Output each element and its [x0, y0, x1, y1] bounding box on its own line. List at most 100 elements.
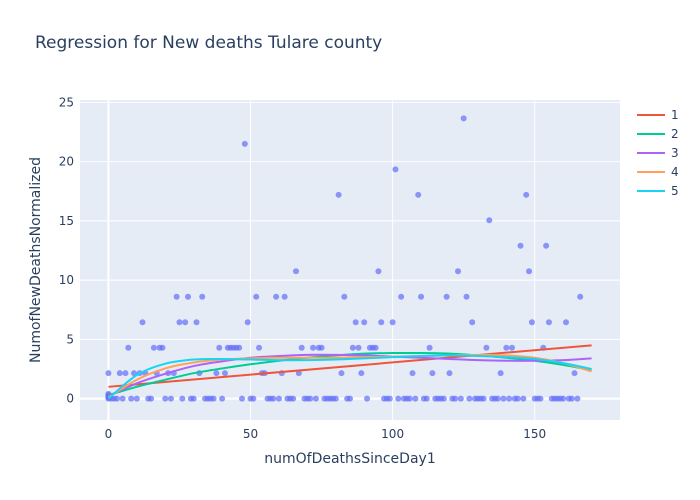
y-tick-label: 5 — [66, 332, 74, 346]
plot-background — [80, 100, 620, 420]
data-point — [443, 293, 450, 300]
data-point — [469, 319, 476, 326]
data-point — [389, 319, 396, 326]
data-point — [116, 370, 123, 377]
data-point — [571, 370, 578, 377]
data-point — [372, 344, 379, 351]
data-point — [523, 191, 530, 198]
data-point — [307, 395, 314, 402]
y-tick-label: 25 — [59, 95, 74, 109]
data-point — [190, 395, 197, 402]
data-point — [526, 268, 533, 275]
data-point — [426, 344, 433, 351]
data-point — [423, 395, 430, 402]
y-tick-label: 10 — [59, 273, 74, 287]
data-point — [113, 395, 120, 402]
legend-label-4[interactable]: 4 — [671, 165, 679, 179]
data-point — [418, 293, 425, 300]
data-point — [167, 395, 174, 402]
legend-label-5[interactable]: 5 — [671, 184, 679, 198]
data-point — [483, 344, 490, 351]
legend-label-3[interactable]: 3 — [671, 146, 679, 160]
data-point — [312, 395, 319, 402]
data-point — [338, 370, 345, 377]
data-point — [176, 319, 183, 326]
data-point — [182, 319, 189, 326]
data-point — [236, 344, 243, 351]
data-point — [122, 370, 129, 377]
data-point — [290, 395, 297, 402]
data-point — [341, 293, 348, 300]
data-point — [528, 319, 535, 326]
data-point — [520, 395, 527, 402]
data-point — [335, 191, 342, 198]
y-axis-ticks: 0 5 10 15 20 25 — [59, 95, 74, 405]
data-point — [506, 395, 513, 402]
data-point — [179, 395, 186, 402]
data-point — [577, 293, 584, 300]
data-point — [293, 268, 299, 275]
data-point — [355, 344, 362, 351]
data-point — [128, 395, 135, 402]
data-point — [466, 395, 473, 402]
data-point — [216, 344, 223, 351]
data-point — [409, 370, 416, 377]
data-point — [273, 293, 280, 300]
legend-label-1[interactable]: 1 — [671, 108, 679, 122]
data-point — [375, 268, 382, 275]
data-point — [139, 319, 146, 326]
data-point — [412, 395, 419, 402]
regression-line-5 — [107, 354, 592, 400]
data-point — [503, 344, 510, 351]
data-point — [500, 395, 507, 402]
data-point — [210, 395, 217, 402]
x-axis-ticks: 0 50 100 150 — [105, 427, 547, 441]
y-tick-label: 20 — [59, 155, 74, 169]
data-point — [199, 293, 206, 300]
data-point — [256, 344, 263, 351]
data-point — [568, 395, 575, 402]
data-point — [281, 293, 288, 300]
y-tick-label: 15 — [59, 214, 74, 228]
data-point — [514, 395, 521, 402]
data-point — [460, 115, 467, 122]
data-point — [133, 395, 140, 402]
data-point — [429, 370, 436, 377]
data-point — [125, 344, 132, 351]
data-point — [440, 395, 447, 402]
data-point — [332, 395, 339, 402]
data-point — [213, 370, 220, 377]
data-point — [545, 319, 552, 326]
data-point — [537, 395, 544, 402]
data-point — [148, 395, 155, 402]
gridlines — [80, 100, 620, 420]
regression-line-1 — [108, 344, 592, 388]
regression-line-4 — [107, 353, 592, 399]
data-point — [275, 395, 282, 402]
data-point — [185, 293, 191, 300]
data-point — [517, 242, 524, 249]
data-point — [193, 319, 200, 326]
data-point — [239, 395, 245, 402]
data-point — [497, 370, 504, 377]
legend[interactable]: 1 2 3 4 5 — [637, 108, 679, 198]
data-point — [406, 395, 413, 402]
data-point — [415, 191, 422, 198]
data-point — [295, 370, 302, 377]
data-point — [119, 395, 126, 402]
data-point — [270, 395, 277, 402]
legend-label-2[interactable]: 2 — [671, 127, 679, 141]
x-tick-label: 0 — [105, 427, 113, 441]
x-tick-label: 50 — [243, 427, 258, 441]
data-point — [543, 242, 550, 249]
data-point — [452, 395, 459, 402]
chart-title: Regression for New deaths Tulare county — [35, 33, 383, 53]
data-point — [560, 395, 567, 402]
data-point — [563, 319, 569, 326]
data-point — [349, 344, 356, 351]
data-point — [378, 319, 385, 326]
data-point — [318, 344, 325, 351]
regression-lines — [107, 344, 592, 400]
data-point — [241, 140, 248, 147]
